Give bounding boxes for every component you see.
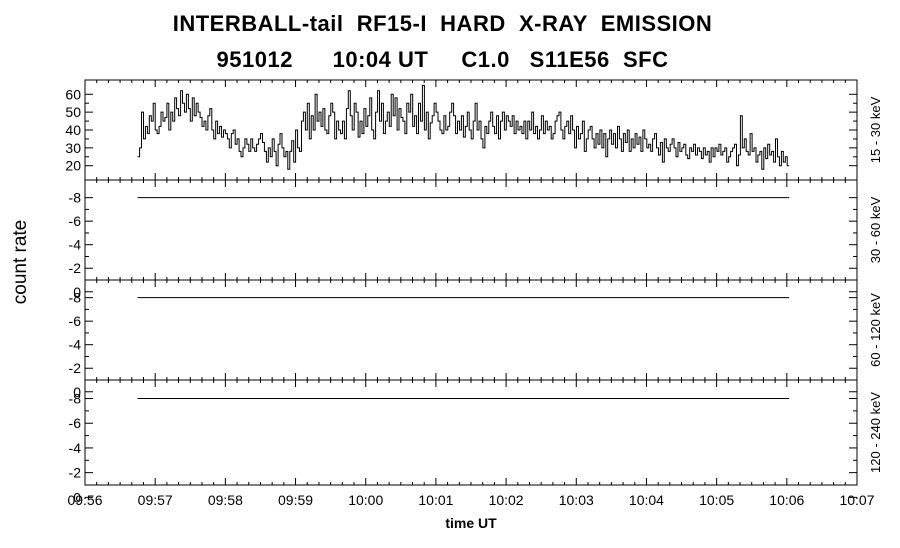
y-tick-label: 50 (65, 104, 81, 120)
panel-frame (84, 379, 858, 486)
panel-energy-label: 60 - 120 keV (868, 293, 883, 367)
x-tick-label: 10:00 (348, 492, 383, 508)
x-tick-label: 09:56 (67, 492, 102, 508)
x-axis-label: time UT (445, 515, 497, 531)
y-axis-label: count rate (10, 220, 31, 305)
y-tick-label: 0 (73, 384, 81, 400)
y-tick-label: -4 (69, 440, 82, 456)
x-tick-label: 10:01 (418, 492, 453, 508)
y-tick-label: 30 (65, 140, 81, 156)
x-tick-label: 10:06 (769, 492, 804, 508)
panel-frame (84, 179, 858, 281)
y-tick-label: -8 (69, 391, 82, 407)
panel-energy-label: 15 - 30 keV (868, 96, 883, 163)
panel-frame (84, 279, 858, 381)
y-tick-label: -8 (69, 290, 82, 306)
chart-title: INTERBALL-tail RF15-I HARD X-RAY EMISSIO… (172, 11, 713, 36)
y-tick-label: -6 (69, 313, 82, 329)
y-tick-label: -2 (69, 360, 82, 376)
y-tick-label: 60 (65, 86, 81, 102)
x-tick-label: 10:07 (839, 492, 874, 508)
y-tick-label: 0 (73, 489, 81, 505)
series-line (137, 84, 790, 170)
y-tick-label: -4 (69, 337, 82, 353)
x-tick-label: 09:57 (138, 492, 173, 508)
y-tick-label: 20 (65, 158, 81, 174)
x-tick-label: 10:04 (629, 492, 664, 508)
x-tick-label: 09:58 (208, 492, 243, 508)
y-tick-label: -4 (69, 237, 82, 253)
x-tick-label: 10:02 (489, 492, 524, 508)
y-tick-label: 0 (73, 284, 81, 300)
y-tick-label: 40 (65, 122, 81, 138)
x-tick-label: 10:05 (699, 492, 734, 508)
x-tick-label: 09:59 (278, 492, 313, 508)
panel-energy-label: 30 - 60 keV (868, 196, 883, 263)
y-tick-label: -6 (69, 213, 82, 229)
y-tick-label: -6 (69, 415, 82, 431)
panel-energy-label: 120 - 240 keV (868, 392, 883, 473)
y-tick-label: -8 (69, 190, 82, 206)
y-tick-label: -2 (69, 465, 82, 481)
y-tick-label: -2 (69, 260, 82, 276)
chart-subtitle: 951012 10:04 UT C1.0 S11E56 SFC (216, 47, 669, 72)
x-tick-label: 10:03 (559, 492, 594, 508)
